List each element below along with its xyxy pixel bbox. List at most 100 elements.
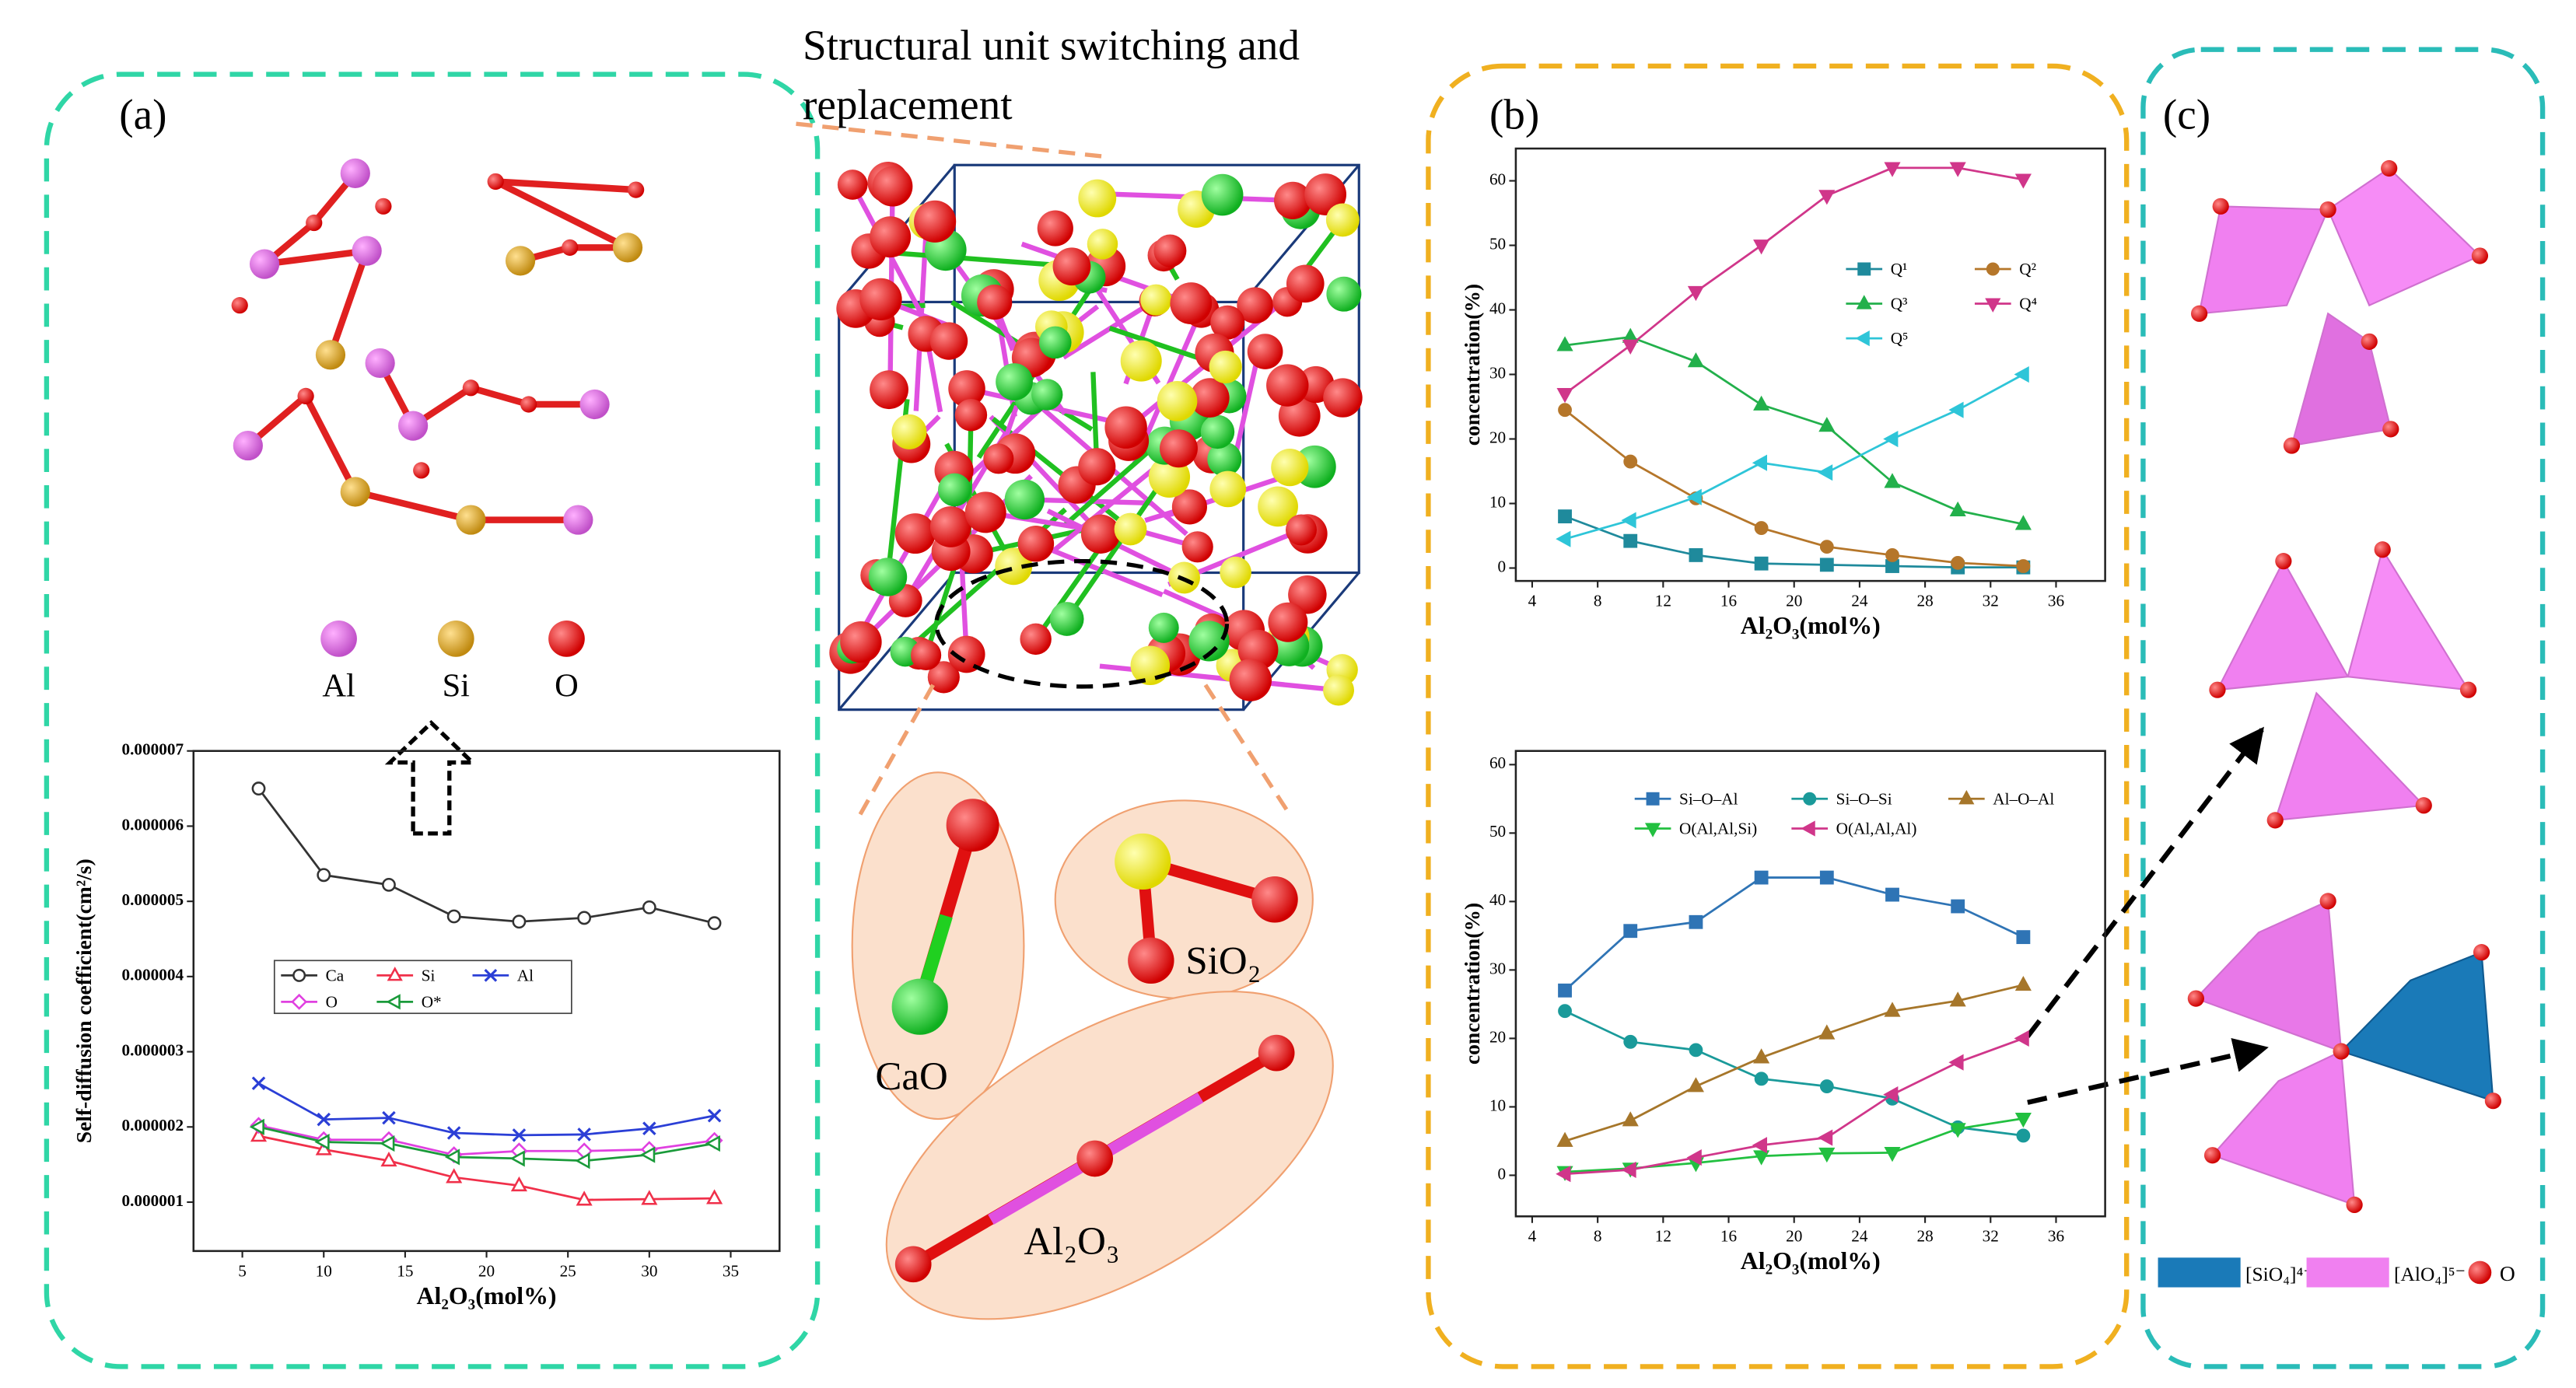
legend-label: Q¹ xyxy=(1891,260,1908,278)
y-tick-label: 50 xyxy=(1489,822,1506,841)
marker xyxy=(705,1189,723,1204)
marker xyxy=(1686,1149,1702,1166)
panel-label: (b) xyxy=(1489,91,1539,138)
atom xyxy=(2275,553,2292,570)
atom xyxy=(456,505,486,535)
marker xyxy=(251,781,266,795)
atom xyxy=(1200,414,1235,449)
atom xyxy=(1274,181,1312,219)
x-tick-label: 16 xyxy=(1720,1227,1737,1246)
atom xyxy=(563,505,593,535)
x-tick-label: 36 xyxy=(2048,592,2064,610)
y-tick-label: 0.000003 xyxy=(121,1040,184,1059)
legend-label: O xyxy=(2500,1261,2515,1285)
marker xyxy=(1621,1161,1636,1178)
atom-si xyxy=(437,621,474,657)
series-line xyxy=(257,1082,715,1137)
atom xyxy=(1120,340,1162,382)
atom xyxy=(872,166,913,207)
marker xyxy=(705,1135,720,1152)
atom xyxy=(870,216,912,258)
marker xyxy=(1884,1147,1901,1162)
atom xyxy=(231,297,248,314)
series-line xyxy=(1564,1037,2024,1176)
tetrahedron-si xyxy=(2340,951,2494,1103)
series-line xyxy=(258,1135,715,1201)
bond xyxy=(495,178,636,194)
atom xyxy=(894,1246,932,1283)
legend-label: O(Al,Al,Al) xyxy=(1836,819,1917,837)
marker xyxy=(1949,1123,1966,1138)
atom xyxy=(964,491,1006,533)
x-tick-label: 4 xyxy=(1528,1227,1537,1246)
atom xyxy=(995,547,1033,586)
atom xyxy=(1251,876,1298,923)
legend-marker xyxy=(1644,823,1661,837)
series-line xyxy=(258,1124,715,1156)
atom xyxy=(948,370,985,407)
chart: 5 10 15 20 25 30 35 0.000001 0.000002 0.000003 0.0… xyxy=(72,740,781,1309)
marker xyxy=(1753,395,1770,411)
legend-marker xyxy=(1801,820,1815,837)
y-tick-label: 10 xyxy=(1489,492,1506,511)
marker xyxy=(1752,1137,1768,1154)
atom xyxy=(2203,1147,2221,1164)
atom xyxy=(1153,234,1187,267)
marker xyxy=(1951,555,1965,570)
atom xyxy=(1171,489,1207,525)
atom xyxy=(1237,287,1273,324)
atom xyxy=(628,181,645,198)
x-tick-label: 12 xyxy=(1655,1227,1671,1246)
series-line xyxy=(258,1125,715,1162)
atom xyxy=(1004,479,1045,520)
marker xyxy=(1556,388,1573,404)
y-tick-label: 30 xyxy=(1489,959,1506,977)
series-line xyxy=(1564,373,2025,540)
atom xyxy=(2190,305,2208,322)
legend-label: Si xyxy=(422,966,436,984)
atom xyxy=(1209,470,1247,508)
atom xyxy=(233,430,263,461)
plot-frame xyxy=(1514,147,2106,582)
series-line xyxy=(1564,335,2024,526)
legend-swatch xyxy=(2468,1260,2492,1285)
hollow-arrow xyxy=(384,719,478,836)
atom xyxy=(1031,379,1063,411)
series-line xyxy=(1564,515,2024,569)
y-tick-label: 0.000006 xyxy=(121,815,184,834)
atom xyxy=(1020,623,1052,656)
marker xyxy=(382,877,396,892)
x-axis-label: Al₂O₃(mol%) xyxy=(1741,612,1881,639)
legend-marker xyxy=(292,968,306,982)
marker xyxy=(707,916,722,931)
atom xyxy=(1286,264,1325,303)
atom xyxy=(340,158,370,188)
atom xyxy=(1148,612,1179,643)
atom xyxy=(840,621,882,663)
marker xyxy=(2016,1128,2031,1143)
zoom-line xyxy=(796,121,1107,159)
x-tick-label: 30 xyxy=(641,1261,657,1280)
arrow xyxy=(2025,726,2264,1038)
legend-label: Al xyxy=(517,966,534,984)
atom xyxy=(837,170,868,200)
marker xyxy=(642,1121,656,1135)
panel-b-frame xyxy=(1426,63,2130,1369)
legend-label: Q⁴ xyxy=(2019,295,2037,313)
marker xyxy=(1883,1086,1899,1103)
y-tick-label: 40 xyxy=(1489,890,1506,909)
y-tick-label: 10 xyxy=(1489,1096,1506,1114)
arrow xyxy=(2027,1038,2269,1105)
legend-marker xyxy=(484,969,498,982)
cube-front xyxy=(838,300,1245,711)
atom xyxy=(1326,276,1362,312)
marker xyxy=(1949,162,1966,177)
legend-marker xyxy=(1646,792,1660,806)
panel-label: (c) xyxy=(2163,91,2210,138)
y-axis-label: Self-diffusion coefficient(cm²/s) xyxy=(72,858,96,1143)
y-tick-label: 30 xyxy=(1489,363,1506,382)
marker xyxy=(1558,509,1572,524)
atom xyxy=(914,200,957,243)
marker xyxy=(641,1190,658,1205)
